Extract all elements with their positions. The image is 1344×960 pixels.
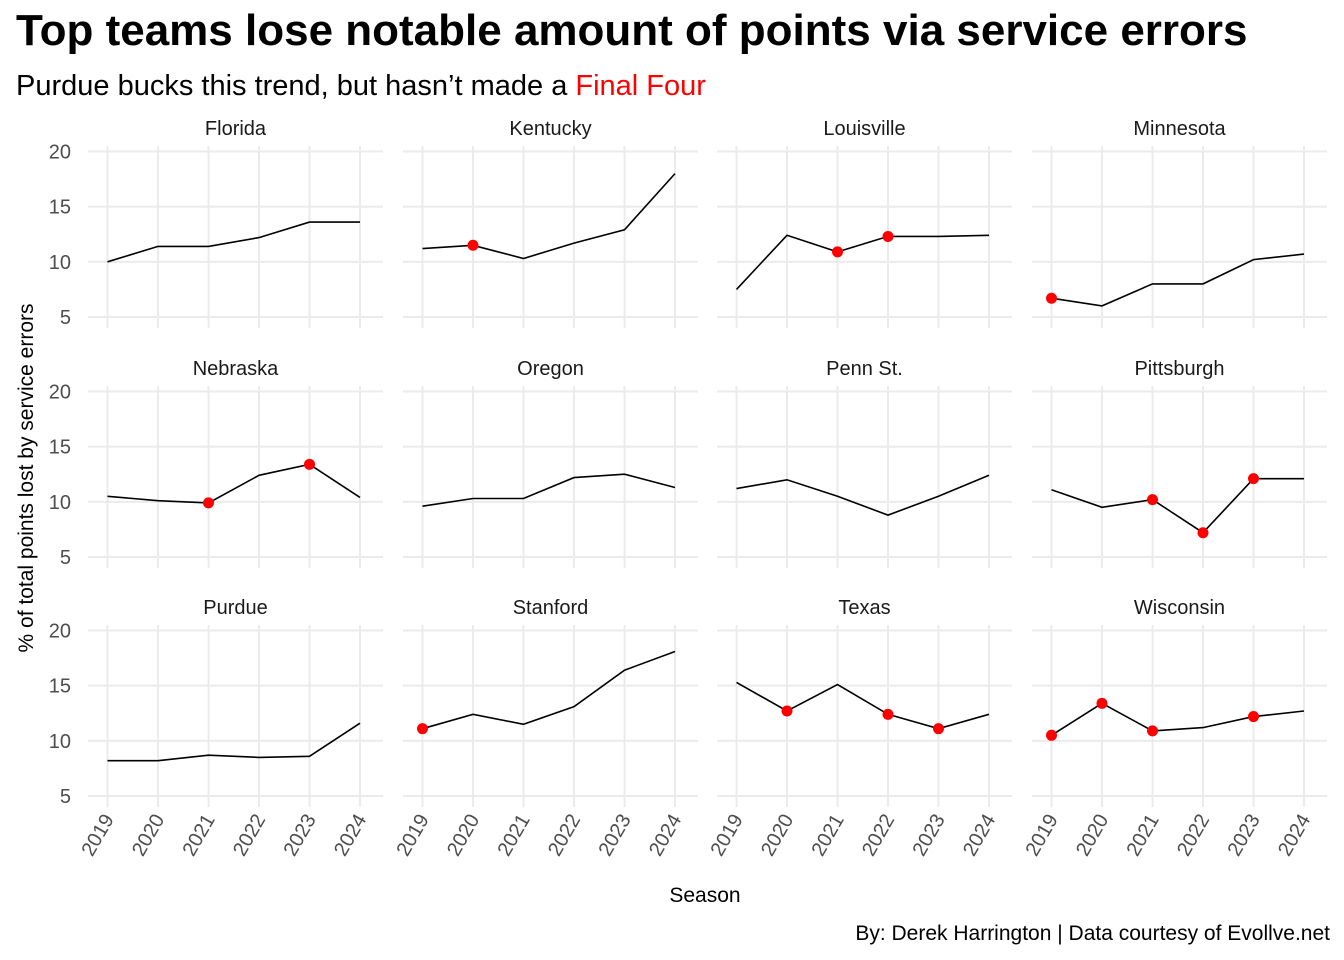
- final-four-point: [203, 497, 214, 509]
- panel-kentucky: Kentucky: [403, 118, 698, 328]
- y-tick-label: 5: [60, 547, 71, 569]
- x-tick-label: 2023: [1224, 811, 1265, 861]
- final-four-point: [1248, 473, 1259, 485]
- y-tick-label: 20: [49, 621, 71, 643]
- panel-minnesota: Minnesota: [1032, 118, 1327, 328]
- final-four-point: [882, 230, 894, 242]
- x-tick-label: 2024: [330, 811, 371, 861]
- final-four-point: [467, 239, 479, 251]
- series-line-minnesota: [1051, 253, 1305, 307]
- panel-title: Louisville: [823, 118, 905, 140]
- y-tick-label: 10: [49, 492, 71, 514]
- y-tick-label: 10: [49, 252, 71, 274]
- final-four-point: [1147, 494, 1158, 506]
- final-four-point: [882, 708, 894, 720]
- panel-title: Pittsburgh: [1134, 358, 1224, 380]
- x-tick-label: 2020: [443, 811, 484, 861]
- final-four-point: [417, 723, 428, 735]
- panel-florida: Florida 5 10 15 20: [49, 118, 383, 329]
- x-tick-label: 2021: [179, 811, 220, 861]
- series-line-oregon: [422, 473, 676, 507]
- panel-title: Purdue: [203, 597, 268, 619]
- x-axis-label: Season: [669, 884, 740, 907]
- final-four-point: [1248, 711, 1259, 723]
- x-tick-label: 2019: [78, 811, 119, 861]
- final-four-point: [781, 705, 793, 717]
- panels-layer: Florida 5 10 15 20 Kentucky Louisville Minnesot…: [49, 118, 1327, 860]
- x-tick-label: 2021: [1123, 811, 1164, 861]
- x-tick-label: 2024: [959, 811, 1000, 861]
- chart-title: Top teams lose notable amount of points …: [16, 6, 1248, 55]
- panel-title: Stanford: [513, 597, 589, 619]
- panel-purdue: Purdue 5 10 15 20 2019 2020 2021 2022 2023 2024: [49, 597, 383, 860]
- y-tick-label: 15: [49, 197, 71, 219]
- chart-subtitle: Purdue bucks this trend, but hasn’t made…: [16, 70, 706, 103]
- x-tick-label: 2023: [595, 811, 636, 861]
- x-tick-label: 2020: [757, 811, 798, 861]
- subtitle-highlight: Final Four: [575, 70, 706, 102]
- x-tick-label: 2023: [280, 811, 321, 861]
- series-line-stanford: [422, 650, 676, 730]
- panel-title: Kentucky: [509, 118, 591, 140]
- x-tick-label: 2024: [645, 811, 686, 861]
- series-line-pittsburgh: [1051, 477, 1304, 534]
- panel-louisville: Louisville: [717, 118, 1012, 328]
- final-four-point: [832, 246, 843, 258]
- y-tick-label: 20: [49, 382, 71, 404]
- panel-penn-st: Penn St.: [717, 358, 1012, 568]
- panel-texas: Texas 2019 2020 2021 2022 2023 2024: [707, 597, 1012, 860]
- panel-title: Oregon: [517, 358, 584, 380]
- x-tick-label: 2020: [128, 811, 169, 861]
- x-tick-label: 2022: [858, 811, 899, 861]
- x-tick-label: 2020: [1072, 811, 1113, 861]
- chart-caption: By: Derek Harrington | Data courtesy of …: [855, 922, 1330, 945]
- panel-oregon: Oregon: [403, 358, 698, 568]
- series-line-texas: [736, 681, 990, 730]
- x-tick-label: 2024: [1274, 811, 1315, 861]
- y-tick-label: 15: [49, 676, 71, 698]
- final-four-point: [933, 723, 944, 735]
- panel-nebraska: Nebraska 5 10 15 20: [49, 358, 383, 569]
- y-tick-label: 15: [49, 437, 71, 459]
- panel-title: Wisconsin: [1134, 597, 1225, 619]
- x-tick-label: 2022: [229, 811, 270, 861]
- x-tick-label: 2019: [393, 811, 434, 861]
- panel-title: Penn St.: [826, 358, 903, 380]
- x-tick-label: 2019: [1022, 811, 1063, 861]
- y-tick-label: 5: [60, 786, 71, 808]
- x-tick-label: 2019: [707, 811, 748, 861]
- panel-wisconsin: Wisconsin 2019 2020 2021 2022 2023 2024: [1022, 597, 1327, 860]
- y-tick-label: 20: [49, 142, 71, 164]
- final-four-point: [1046, 729, 1057, 741]
- series-line-louisville: [735, 234, 990, 290]
- panel-title: Texas: [838, 597, 890, 619]
- x-tick-label: 2023: [909, 811, 950, 861]
- panel-stanford: Stanford 2019 2020 2021 2022 2023 2024: [393, 597, 698, 860]
- x-tick-label: 2021: [494, 811, 535, 861]
- final-four-point: [1197, 527, 1209, 539]
- final-four-point: [1096, 697, 1108, 709]
- panel-title: Nebraska: [193, 358, 279, 380]
- panel-pittsburgh: Pittsburgh: [1032, 358, 1327, 568]
- series-line-wisconsin: [1051, 702, 1305, 736]
- final-four-point: [304, 458, 315, 470]
- panel-title: Minnesota: [1133, 118, 1226, 140]
- subtitle-text: Purdue bucks this trend, but hasn’t made…: [16, 70, 576, 102]
- panel-title: Florida: [205, 118, 267, 140]
- final-four-point: [1046, 292, 1057, 304]
- x-tick-label: 2021: [808, 811, 849, 861]
- y-axis-label: % of total points lost by service errors: [15, 304, 38, 653]
- x-tick-label: 2022: [1173, 811, 1214, 861]
- final-four-point: [1147, 725, 1158, 737]
- series-line-florida: [107, 221, 360, 263]
- series-line-penn-st: [736, 474, 990, 516]
- y-tick-label: 5: [60, 307, 71, 329]
- series-line-nebraska: [107, 463, 361, 504]
- y-tick-label: 10: [49, 731, 71, 753]
- series-line-kentucky: [422, 173, 676, 260]
- x-tick-label: 2022: [544, 811, 585, 861]
- series-line-purdue: [107, 722, 361, 762]
